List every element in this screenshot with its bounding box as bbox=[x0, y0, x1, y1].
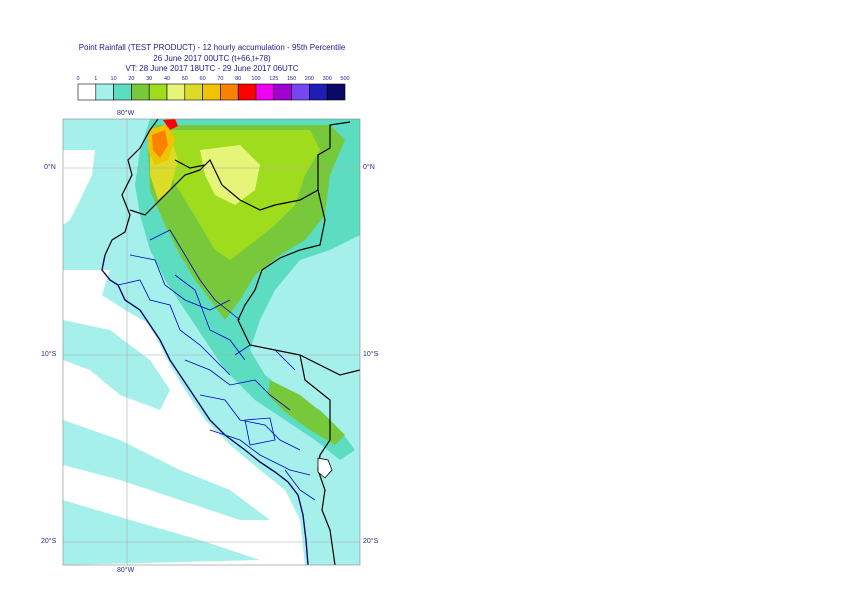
legend-tick-14: 300 bbox=[323, 76, 332, 82]
coastline bbox=[101, 254, 309, 565]
valid-time: VT: 28 June 2017 18UTC - 29 June 2017 06… bbox=[125, 64, 299, 73]
lat-label-right-0: 0°N bbox=[363, 164, 375, 171]
lon-label-top: 80°W bbox=[117, 110, 135, 117]
legend-tick-0: 0 bbox=[76, 76, 79, 82]
legend-tick-11: 125 bbox=[269, 76, 278, 82]
legend-tick-15: 500 bbox=[340, 76, 349, 82]
legend-tick-10: 100 bbox=[251, 76, 260, 82]
dry-ocean-patch-2 bbox=[63, 150, 95, 225]
legend-tick-1: 1 bbox=[94, 76, 97, 82]
legend-tick-3: 20 bbox=[128, 76, 134, 82]
lat-label-right-10: 10°S bbox=[363, 351, 379, 358]
rain-40mm bbox=[200, 145, 260, 205]
run-time: 26 June 2017 00UTC (t+66,t+78) bbox=[153, 54, 271, 63]
ocean-rain-streak-3 bbox=[63, 500, 260, 565]
rain-80mm bbox=[163, 119, 178, 130]
lat-label-right-20: 20°S bbox=[363, 538, 379, 545]
map-title: Point Rainfall (TEST PRODUCT) - 12 hourl… bbox=[78, 43, 346, 52]
legend-tick-7: 60 bbox=[200, 76, 206, 82]
ocean-rain-streak-2 bbox=[63, 420, 270, 520]
legend-tick-5: 40 bbox=[164, 76, 170, 82]
province-boundaries bbox=[117, 229, 316, 501]
graticule bbox=[63, 119, 360, 565]
legend-tick-2: 10 bbox=[111, 76, 117, 82]
lon-label-bottom: 80°W bbox=[117, 567, 135, 574]
map-frame bbox=[62, 118, 361, 566]
rain-70mm bbox=[152, 130, 168, 158]
legend-tick-13: 200 bbox=[305, 76, 314, 82]
legend-tick-12: 150 bbox=[287, 76, 296, 82]
legend-tick-9: 80 bbox=[235, 76, 241, 82]
lat-label-left-0: 0°N bbox=[44, 164, 56, 171]
lat-label-left-10: 10°S bbox=[41, 351, 57, 358]
legend-tick-4: 30 bbox=[146, 76, 152, 82]
national-borders bbox=[104, 119, 360, 565]
legend-tick-6: 50 bbox=[182, 76, 188, 82]
ocean-rain-streak bbox=[63, 320, 170, 410]
legend-tick-8: 70 bbox=[217, 76, 223, 82]
color-legend: 0 1 10 20 30 40 50 60 70 80 100 125 150 200 300 500 bbox=[76, 76, 350, 101]
legend-swatch-14 bbox=[326, 83, 346, 101]
lat-label-left-20: 20°S bbox=[41, 538, 57, 545]
lake-titicaca bbox=[317, 457, 333, 479]
rain-20mm-south bbox=[268, 380, 345, 445]
